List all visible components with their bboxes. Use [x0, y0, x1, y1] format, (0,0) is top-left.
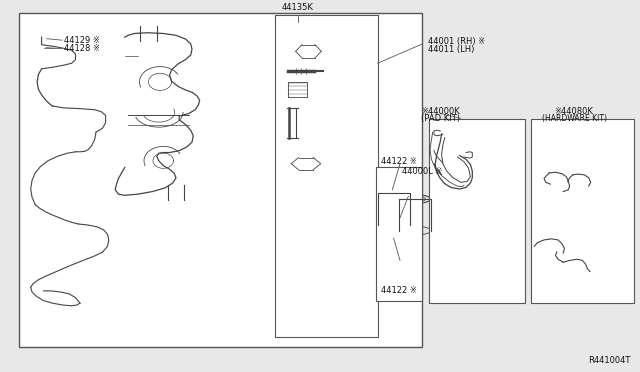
Ellipse shape	[277, 67, 292, 76]
Text: ※44080K: ※44080K	[555, 107, 593, 116]
Text: ※44000K: ※44000K	[421, 107, 460, 116]
Text: 44122 ※: 44122 ※	[381, 286, 417, 295]
Text: (HARDWARE KIT): (HARDWARE KIT)	[541, 114, 607, 123]
Text: (PAD KIT): (PAD KIT)	[421, 114, 460, 123]
Bar	[19, 13, 422, 347]
Text: 44135K: 44135K	[282, 3, 314, 12]
Text: 44001 (RH) ※: 44001 (RH) ※	[428, 37, 484, 46]
Text: 44122 ※: 44122 ※	[381, 157, 417, 166]
Ellipse shape	[383, 230, 415, 243]
Text: 44000L ※: 44000L ※	[402, 167, 442, 176]
Ellipse shape	[383, 205, 415, 219]
Bar	[429, 119, 525, 303]
Bar	[376, 167, 422, 301]
Text: R441004T: R441004T	[588, 356, 630, 365]
Bar	[531, 119, 634, 303]
Text: 44011 (LH): 44011 (LH)	[428, 45, 474, 54]
Bar	[275, 15, 378, 337]
Text: 44128 ※: 44128 ※	[64, 44, 100, 53]
Text: 44129 ※: 44129 ※	[64, 36, 100, 45]
